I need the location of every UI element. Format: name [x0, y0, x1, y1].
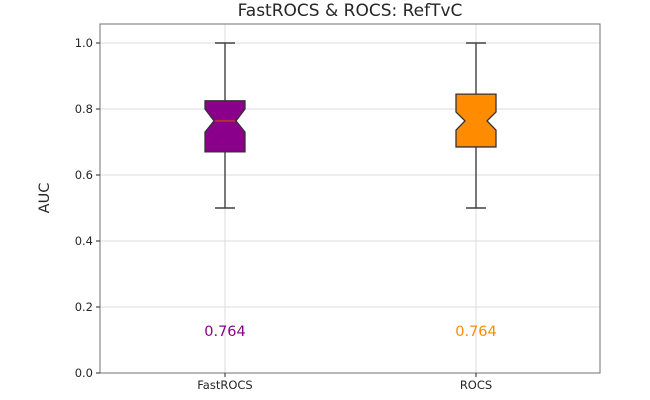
y-tick-label: 0.8: [74, 102, 93, 116]
y-axis-label: AUC: [37, 182, 53, 214]
chart-title: FastROCS & ROCS: RefTvC: [237, 1, 463, 21]
notched-box-fastrocs: [204, 100, 246, 153]
y-tick-label: 0.2: [74, 300, 93, 314]
median-annotation-fastrocs: 0.764: [204, 323, 246, 340]
y-tick-label: 0.6: [74, 168, 93, 182]
y-tick-label: 0.4: [74, 234, 93, 248]
plot-border: [99, 23, 601, 374]
median-annotation-rocs: 0.764: [455, 323, 497, 340]
y-tick-label: 0.0: [74, 366, 93, 380]
x-tick-label: ROCS: [459, 378, 493, 392]
x-tick-label: FastROCS: [197, 378, 253, 392]
y-tick-label: 1.0: [74, 36, 93, 50]
